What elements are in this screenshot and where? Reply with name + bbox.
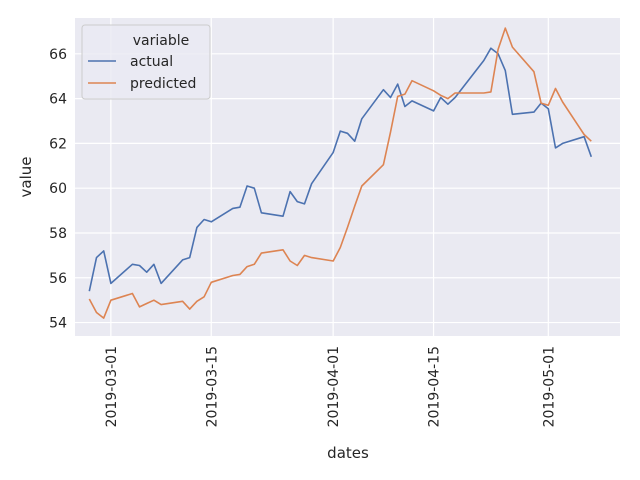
x-tick-label: 2019-04-15: [427, 346, 443, 427]
y-tick-label: 56: [49, 271, 67, 287]
series-lines: [88, 27, 593, 319]
legend-box: [81, 24, 211, 100]
x-tick-label: 2019-03-01: [104, 346, 120, 427]
x-tick-label: 2019-05-01: [541, 346, 557, 427]
legend-label-predicted: predicted: [130, 76, 196, 92]
x-axis-ticks: 2019-03-01 2019-03-15 2019-04-01 2019-04-15…: [104, 346, 557, 427]
y-tick-label: 66: [49, 47, 67, 63]
y-tick-label: 64: [49, 92, 67, 108]
y-tick-label: 54: [49, 316, 67, 332]
y-axis-ticks: 54 56 58 60 62 64 66: [49, 47, 67, 332]
legend-title: variable: [133, 33, 189, 49]
y-tick-label: 62: [49, 136, 67, 152]
series-line-predicted: [88, 27, 592, 319]
legend-label-actual: actual: [130, 54, 173, 70]
legend: variable actual predicted: [81, 24, 211, 100]
x-tick-label: 2019-04-01: [326, 346, 342, 427]
y-tick-label: 60: [49, 181, 67, 197]
series-line-actual: [88, 47, 593, 292]
x-tick-label: 2019-03-15: [204, 346, 220, 427]
y-axis-label: value: [17, 157, 35, 198]
x-axis-label: dates: [327, 444, 369, 462]
y-tick-label: 58: [49, 226, 67, 242]
